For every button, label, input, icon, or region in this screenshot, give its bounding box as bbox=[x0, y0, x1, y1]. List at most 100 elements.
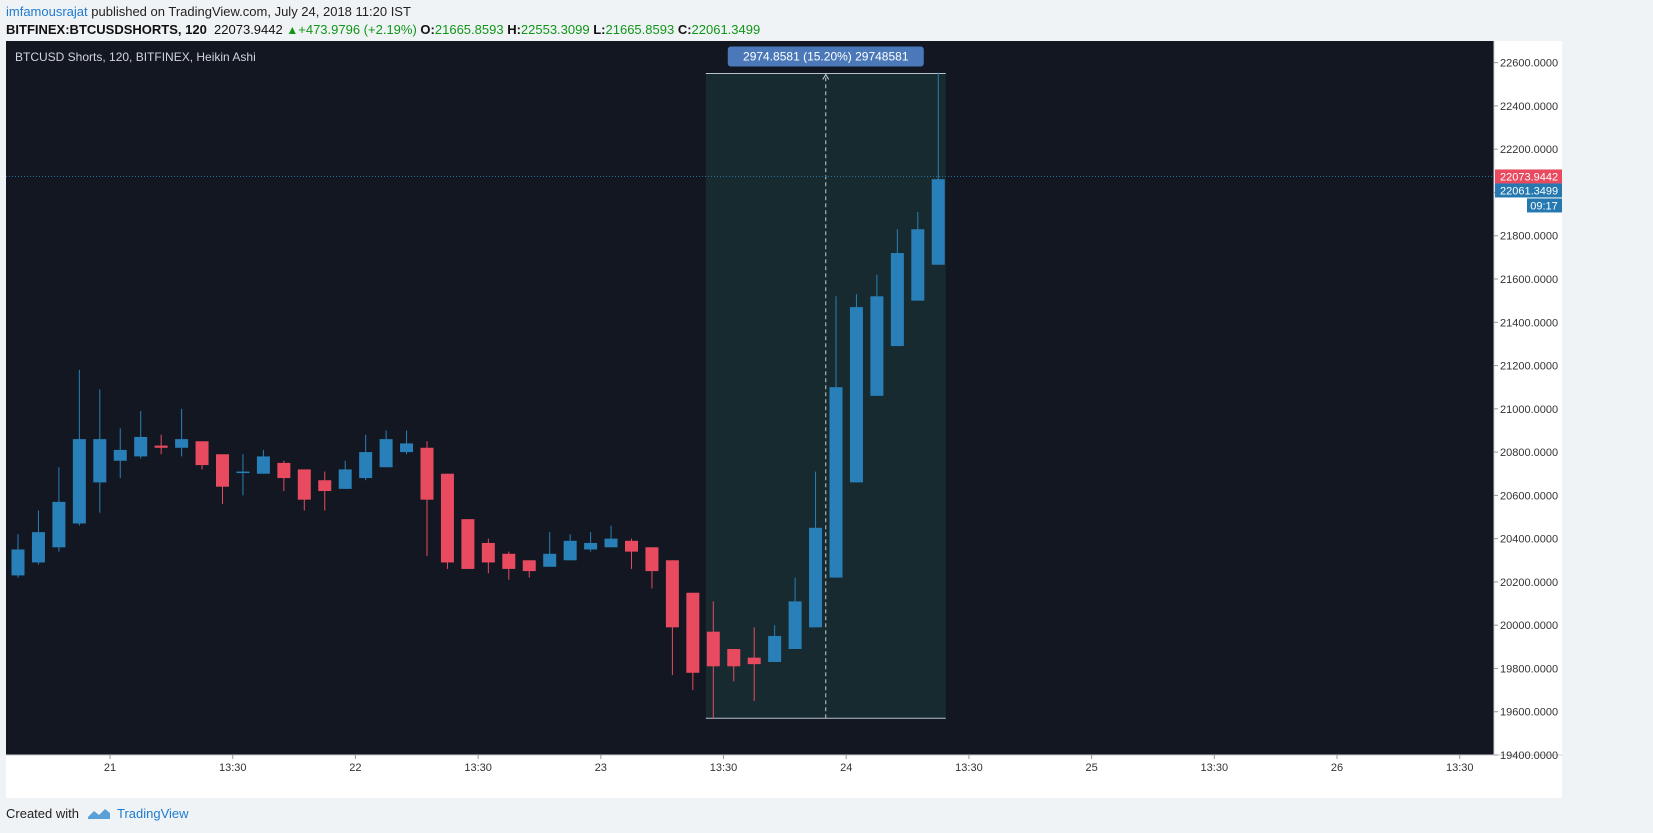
candle-body-down[interactable] bbox=[297, 469, 311, 500]
candle-body-up[interactable] bbox=[379, 439, 393, 468]
candle-body-down[interactable] bbox=[727, 648, 741, 667]
candle-body-down[interactable] bbox=[154, 445, 168, 448]
candle-body-up[interactable] bbox=[52, 501, 66, 548]
candle-body-up[interactable] bbox=[175, 439, 189, 448]
candle-body-up[interactable] bbox=[11, 549, 25, 576]
candle-body-up[interactable] bbox=[72, 439, 86, 524]
x-tick-label: 26 bbox=[1331, 762, 1343, 774]
y-tick-label: 21200.0000 bbox=[1500, 361, 1558, 373]
candle-body-up[interactable] bbox=[584, 542, 598, 550]
up-triangle-icon: ▲ bbox=[286, 23, 299, 37]
x-tick-label: 13:30 bbox=[955, 762, 983, 774]
measure-label: 2974.8581 (15.20%) 29748581 bbox=[743, 49, 909, 63]
y-tick-label: 19400.0000 bbox=[1500, 750, 1558, 762]
chart-title: BTCUSD Shorts, 120, BITFINEX, Heikin Ash… bbox=[15, 50, 256, 64]
y-tick-label: 22400.0000 bbox=[1500, 101, 1558, 113]
candle-body-up[interactable] bbox=[911, 229, 925, 301]
candle-body-up[interactable] bbox=[31, 532, 45, 563]
candle-body-down[interactable] bbox=[195, 441, 209, 466]
close-price-label: 22061.3499 bbox=[1500, 185, 1558, 197]
y-tick-label: 22200.0000 bbox=[1500, 144, 1558, 156]
x-tick-label: 13:30 bbox=[1201, 762, 1229, 774]
candle-body-down[interactable] bbox=[440, 473, 454, 563]
chart-container[interactable]: 2974.8581 (15.20%) 29748581 22600.0000 22… bbox=[6, 41, 1562, 798]
candle-body-down[interactable] bbox=[461, 519, 475, 569]
candle-body-up[interactable] bbox=[849, 307, 863, 483]
candle-body-up[interactable] bbox=[931, 179, 945, 265]
candle-body-up[interactable] bbox=[236, 471, 250, 474]
candle-body-down[interactable] bbox=[502, 553, 516, 569]
candle-body-down[interactable] bbox=[625, 540, 638, 552]
y-tick-label: 19600.0000 bbox=[1500, 707, 1558, 719]
y-tick-label: 21800.0000 bbox=[1500, 231, 1558, 243]
measure-arrow-head bbox=[822, 73, 830, 80]
candle-body-up[interactable] bbox=[134, 436, 148, 457]
countdown-label-bg bbox=[1527, 198, 1562, 213]
y-tick-label: 20000.0000 bbox=[1500, 620, 1558, 632]
tradingview-link[interactable]: TradingView bbox=[116, 806, 189, 821]
y-tick-label: 20600.0000 bbox=[1500, 490, 1558, 502]
measure-label-bg bbox=[727, 46, 924, 67]
candle-body-up[interactable] bbox=[93, 439, 107, 483]
low-label: L: bbox=[593, 22, 606, 37]
candle-body-up[interactable] bbox=[543, 553, 557, 567]
candle-body-down[interactable] bbox=[277, 462, 291, 479]
published-text: published on TradingView.com, July 24, 2… bbox=[87, 4, 411, 19]
price-axis[interactable] bbox=[1494, 41, 1562, 755]
created-with-text: Created with bbox=[6, 806, 79, 821]
x-tick-label: 13:30 bbox=[464, 762, 492, 774]
candle-body-up[interactable] bbox=[890, 253, 904, 347]
author-link[interactable]: imfamousrajat bbox=[6, 4, 88, 19]
candle-body-down[interactable] bbox=[706, 631, 720, 667]
tradingview-logo-icon bbox=[87, 808, 110, 819]
open-value: 21665.8593 bbox=[434, 22, 504, 37]
candle-body-up[interactable] bbox=[563, 540, 577, 561]
candle-body-down[interactable] bbox=[481, 542, 495, 563]
candle-body-down[interactable] bbox=[747, 657, 761, 665]
symbol-line: BITFINEX:BTCUSDSHORTS, 120 22073.9442 ▲+… bbox=[6, 22, 760, 37]
x-tick-label: 13:30 bbox=[1446, 762, 1474, 774]
y-tick-label: 21000.0000 bbox=[1500, 404, 1558, 416]
x-tick-label: 13:30 bbox=[710, 762, 738, 774]
x-tick-label: 25 bbox=[1086, 762, 1098, 774]
candle-body-down[interactable] bbox=[318, 480, 332, 492]
candle-body-down[interactable] bbox=[522, 560, 536, 572]
x-tick-label: 24 bbox=[840, 762, 852, 774]
candle-body-down[interactable] bbox=[420, 447, 434, 500]
last-price-text: 22073.9442 bbox=[214, 22, 283, 37]
candle-body-up[interactable] bbox=[829, 387, 843, 578]
y-tick-label: 22600.0000 bbox=[1500, 58, 1558, 70]
symbol: BITFINEX:BTCUSDSHORTS, 120 bbox=[6, 22, 207, 37]
candle-body-up[interactable] bbox=[113, 449, 127, 461]
candle-body-down[interactable] bbox=[645, 547, 659, 572]
x-tick-label: 23 bbox=[595, 762, 607, 774]
candle-body-up[interactable] bbox=[870, 296, 884, 396]
close-value: 22061.3499 bbox=[691, 22, 761, 37]
time-axis[interactable] bbox=[6, 755, 1562, 798]
candle-body-up[interactable] bbox=[809, 527, 823, 628]
high-label: H: bbox=[507, 22, 521, 37]
y-tick-label: 20200.0000 bbox=[1500, 577, 1558, 589]
candle-body-up[interactable] bbox=[768, 636, 782, 662]
candle-body-down[interactable] bbox=[686, 592, 700, 673]
candle-body-up[interactable] bbox=[256, 456, 270, 474]
last-price-label-bg bbox=[1495, 169, 1562, 184]
candle-body-up[interactable] bbox=[788, 601, 802, 649]
last-price-label: 22073.9442 bbox=[1500, 171, 1558, 183]
x-tick-label: 21 bbox=[104, 762, 116, 774]
candle-body-up[interactable] bbox=[400, 443, 414, 453]
x-tick-label: 22 bbox=[349, 762, 361, 774]
footer: Created with TradingView bbox=[6, 806, 189, 821]
y-tick-label: 21600.0000 bbox=[1500, 274, 1558, 286]
candle-body-up[interactable] bbox=[338, 469, 352, 489]
candle-body-down[interactable] bbox=[216, 454, 229, 487]
candle-body-down[interactable] bbox=[665, 560, 679, 628]
countdown-label: 09:17 bbox=[1530, 200, 1558, 212]
y-tick-label: 19800.0000 bbox=[1500, 663, 1558, 675]
y-tick-label: 20400.0000 bbox=[1500, 534, 1558, 546]
x-tick-label: 13:30 bbox=[219, 762, 247, 774]
close-price-label-bg bbox=[1495, 183, 1562, 198]
candle-body-up[interactable] bbox=[359, 452, 373, 479]
candle-body-up[interactable] bbox=[604, 538, 618, 548]
high-value: 22553.3099 bbox=[520, 22, 590, 37]
